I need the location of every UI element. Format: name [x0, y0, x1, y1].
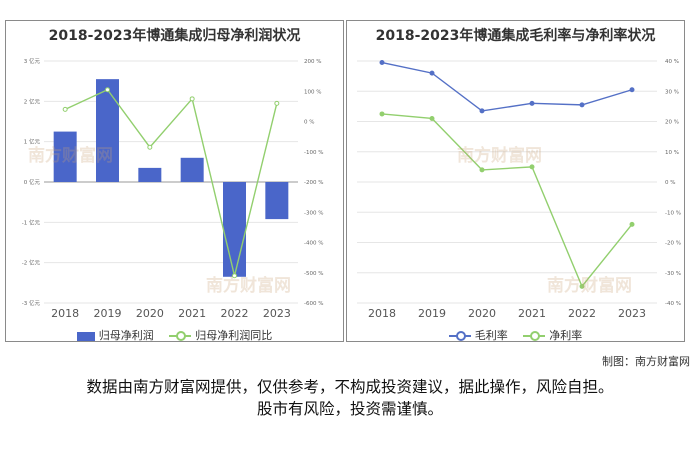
y-tick-label: 3 亿元 [24, 57, 41, 65]
line-point [629, 87, 635, 93]
y2-tick-label: -200 % [304, 180, 323, 186]
chart-panel-margins: 2018-2023年博通集成毛利率与净利率状况 40 % 30 % 20 % 10 %… [346, 20, 685, 342]
legend-item-gross[interactable]: 毛利率 [448, 327, 508, 343]
bar [223, 182, 246, 277]
x-tick-label: 2020 [136, 307, 164, 320]
series-line [64, 88, 278, 276]
y2-tick-label: -500 % [304, 271, 323, 277]
series-line [381, 61, 633, 112]
line-point [479, 108, 485, 114]
chart-title: 2018-2023年博通集成毛利率与净利率状况 [375, 28, 656, 44]
chart-legend: 归母净利润 归母净利润同比 [6, 327, 343, 343]
disclaimer-line: 股市有风险，投资需谨慎。 [256, 400, 443, 418]
y-tick-label: 0 % [665, 180, 675, 186]
x-tick-label: 2021 [518, 307, 546, 320]
line-point [105, 87, 110, 93]
chart-title: 2018-2023年博通集成归母净利润状况 [48, 28, 301, 44]
bar [96, 79, 119, 182]
x-tick-label: 2020 [468, 307, 496, 320]
y2-tick-label: 100 % [304, 89, 321, 95]
disclaimer: 数据由南方财富网提供，仅供参考，不构成投资建议，据此操作，风险自担。 股市有风险… [0, 376, 700, 420]
y-tick-label: 0 亿元 [24, 178, 41, 186]
legend-label: 归母净利润同比 [195, 329, 273, 342]
line-point [429, 115, 435, 121]
y-tick-label: 2 亿元 [24, 97, 41, 105]
line-point [62, 106, 68, 112]
legend-swatch-bar [76, 331, 95, 341]
chart-legend: 毛利率 净利率 [347, 327, 684, 343]
disclaimer-line: 数据由南方财富网提供，仅供参考，不构成投资建议，据此操作，风险自担。 [86, 378, 614, 396]
y-tick-label: -30 % [665, 271, 681, 277]
line-point [529, 100, 535, 106]
line-point [529, 164, 535, 170]
x-tick-label: 2023 [618, 307, 646, 320]
y-tick-label: 20 % [665, 120, 679, 126]
y2-tick-label: 0 % [304, 120, 314, 126]
y-tick-label: -2 亿元 [22, 259, 41, 267]
legend-label: 毛利率 [474, 329, 508, 342]
legend-item-net[interactable]: 净利率 [523, 327, 582, 343]
legend-label: 归母净利润 [98, 329, 154, 342]
chart-panel-net-profit: 2018-2023年博通集成归母净利润状况 3 亿元 2 亿元 1 亿元 0 亿元 -1… [5, 20, 344, 342]
line-point [479, 167, 485, 173]
x-tick-label: 2019 [94, 307, 122, 320]
legend-item-line[interactable]: 归母净利润同比 [169, 327, 272, 343]
net-profit-chart: 3 亿元 2 亿元 1 亿元 0 亿元 -1 亿元 -2 亿元 -3 亿元 200 % 100 … [22, 57, 324, 320]
y2-tick-label: -300 % [304, 210, 323, 216]
line-point [579, 102, 585, 108]
line-point [379, 60, 385, 66]
line-point [379, 111, 385, 117]
legend-swatch-line [169, 331, 192, 341]
line-point [189, 96, 195, 102]
line-point [274, 100, 280, 106]
x-tick-label: 2022 [221, 307, 249, 320]
x-tick-label: 2023 [263, 307, 291, 320]
x-tick-label: 2018 [368, 307, 396, 320]
y2-tick-label: -100 % [304, 150, 323, 156]
y-tick-label: -3 亿元 [22, 299, 41, 307]
legend-swatch-line [448, 331, 471, 341]
line-point [629, 221, 635, 227]
x-tick-label: 2021 [178, 307, 206, 320]
bar [53, 131, 77, 182]
margin-chart: 40 % 30 % 20 % 10 % 0 % -10 % -20 % -30 % -40 % 2… [357, 59, 681, 320]
chart-credit: 制图：南方财富网 [602, 355, 690, 368]
series-line [381, 113, 633, 288]
y-tick-label: 1 亿元 [24, 138, 41, 146]
y-tick-label: 30 % [665, 89, 679, 95]
bar [138, 167, 162, 182]
legend-swatch-line [523, 331, 546, 341]
bar [265, 182, 289, 220]
legend-item-bar[interactable]: 归母净利润 [76, 327, 154, 343]
y2-tick-label: 200 % [304, 59, 321, 65]
line-point [429, 70, 435, 76]
y-tick-label: 40 % [665, 59, 679, 65]
y2-tick-label: -400 % [304, 241, 323, 247]
y-tick-label: -1 亿元 [22, 218, 41, 226]
y2-tick-label: -600 % [304, 301, 323, 307]
line-point [147, 144, 153, 150]
line-point [232, 273, 237, 279]
y-tick-label: -40 % [665, 301, 681, 307]
x-tick-label: 2022 [568, 307, 596, 320]
y-tick-label: 10 % [665, 150, 679, 156]
x-tick-label: 2019 [418, 307, 446, 320]
legend-label: 净利率 [549, 329, 583, 342]
y-tick-label: -10 % [665, 210, 681, 216]
y-tick-label: -20 % [665, 241, 681, 247]
x-tick-label: 2018 [51, 307, 79, 320]
line-point [579, 283, 585, 289]
bar [180, 157, 204, 182]
